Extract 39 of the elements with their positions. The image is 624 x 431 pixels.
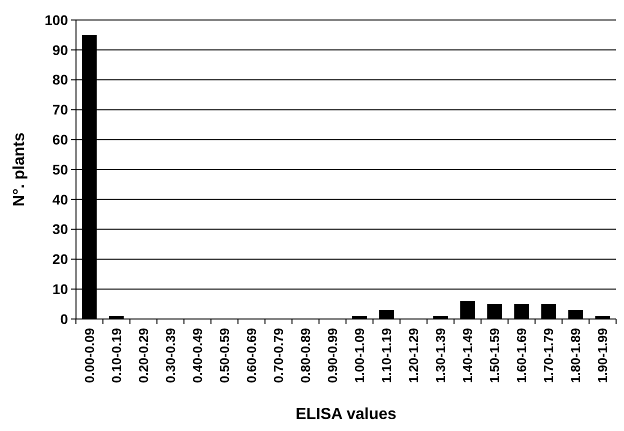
y-tick-label: 100 (44, 12, 68, 28)
y-tick-label: 0 (60, 310, 68, 327)
x-tick-label: 0.20-0.29 (136, 328, 151, 383)
x-tick-label: 1.10-1.19 (379, 328, 394, 383)
bar (541, 304, 556, 319)
y-tick-label: 30 (52, 221, 68, 238)
x-tick-label: 1.00-1.09 (352, 328, 368, 383)
y-axis-title: N°. plants (11, 132, 28, 206)
y-tick-label: 90 (52, 42, 68, 58)
bar (487, 304, 502, 319)
x-axis-title: ELISA values (296, 406, 396, 423)
x-tick-label: 0.70-0.79 (271, 328, 286, 383)
bar (514, 304, 530, 319)
x-tick-label: 1.20-1.29 (406, 328, 422, 383)
x-tick-label: 0.60-0.69 (244, 328, 260, 383)
x-tick-label: 0.90-0.99 (325, 328, 340, 383)
x-tick-label: 1.60-1.69 (514, 328, 530, 383)
x-tick-label: 1.70-1.79 (541, 328, 556, 383)
x-tick-label: 0.00-0.09 (82, 328, 97, 383)
bar (460, 301, 475, 319)
y-tick-label: 80 (52, 72, 68, 88)
x-tick-label: 1.40-1.49 (460, 328, 476, 383)
y-tick-label: 70 (52, 102, 68, 118)
x-tick-label: 1.80-1.89 (568, 328, 584, 383)
x-tick-label: 1.50-1.59 (487, 328, 502, 383)
y-tick-label: 60 (52, 132, 68, 148)
x-tick-label: 0.50-0.59 (216, 328, 232, 383)
y-tick-label: 50 (52, 161, 68, 178)
y-tick-label: 40 (52, 191, 68, 208)
x-tick-label: 0.80-0.89 (298, 328, 314, 383)
bar (568, 310, 584, 319)
x-tick-label: 0.30-0.39 (162, 328, 178, 383)
y-tick-label: 20 (52, 251, 68, 268)
x-tick-label: 0.10-0.19 (108, 328, 124, 383)
x-tick-label: 1.30-1.39 (433, 328, 448, 383)
x-tick-label: 1.90-1.99 (595, 328, 610, 383)
y-tick-label: 10 (52, 281, 68, 297)
bar (379, 310, 394, 319)
x-tick-label: 0.40-0.49 (190, 328, 205, 383)
